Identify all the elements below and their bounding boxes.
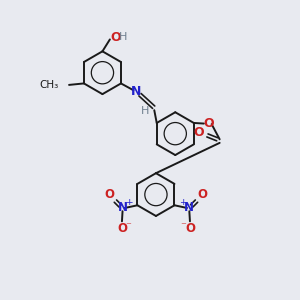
Text: +: + [125,198,133,207]
Text: O: O [104,188,115,201]
Text: H: H [119,32,127,42]
Text: N: N [184,201,194,214]
Text: CH₃: CH₃ [39,80,58,90]
Text: H: H [141,106,149,116]
Text: O: O [194,126,205,139]
Text: O: O [110,31,121,44]
Text: O: O [203,117,214,130]
Text: +: + [179,198,187,207]
Text: O: O [117,222,127,235]
Text: ⁻: ⁻ [126,221,131,231]
Text: ⁻: ⁻ [181,221,186,231]
Text: N: N [118,201,128,214]
Text: N: N [131,85,142,98]
Text: O: O [197,188,207,201]
Text: O: O [185,222,195,235]
